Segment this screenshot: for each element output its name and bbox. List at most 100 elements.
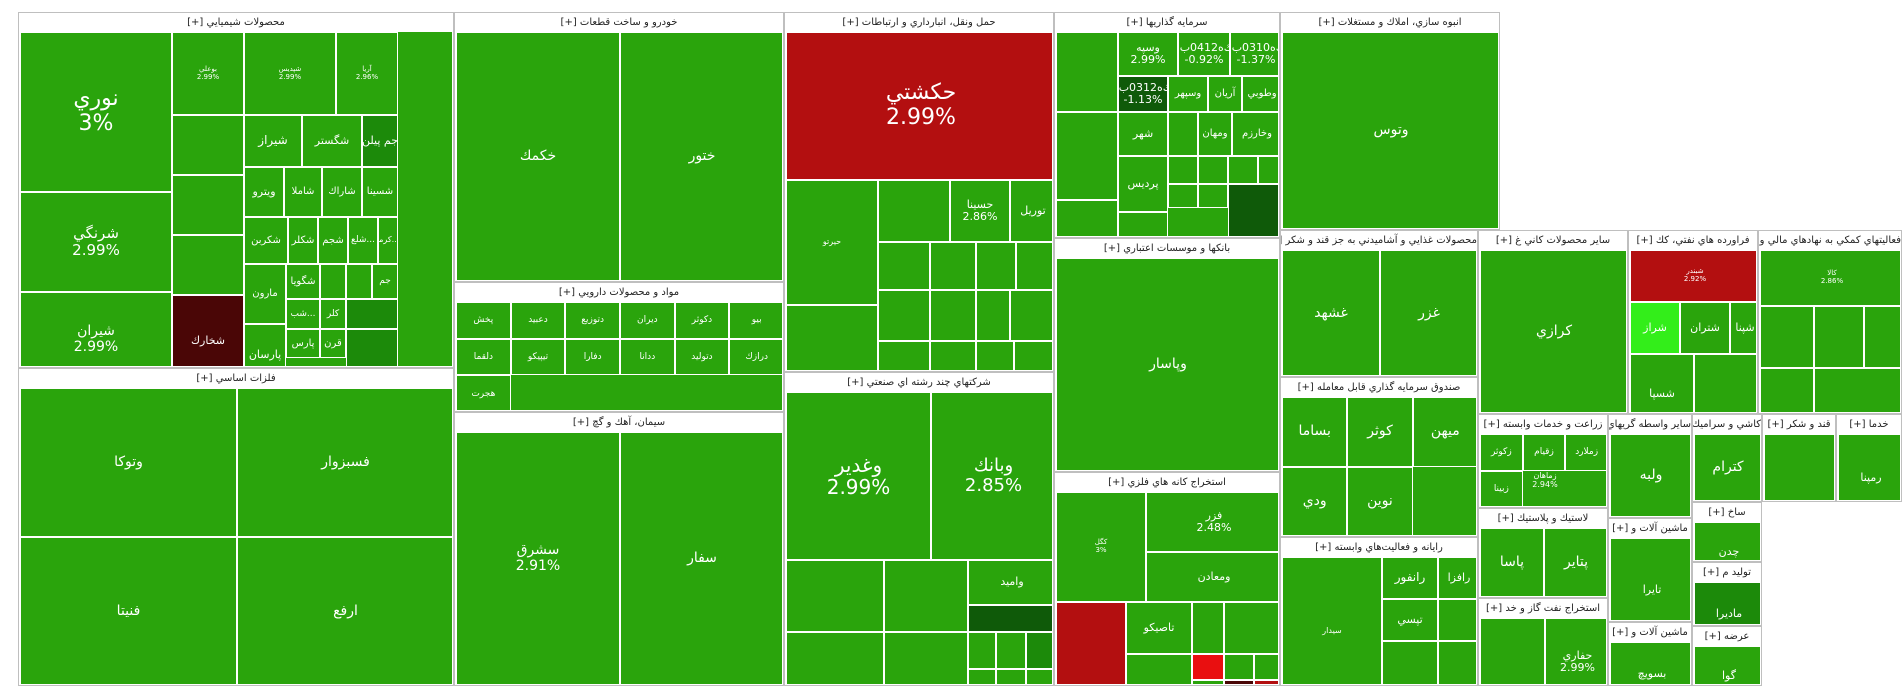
stock-tile[interactable]: شكلر [288, 217, 318, 264]
stock-tile[interactable]: شبندر 2.92% [1630, 250, 1756, 302]
stock-tile[interactable]: وبانك 2.85% [931, 392, 1052, 560]
stock-tile[interactable] [930, 290, 976, 341]
stock-tile[interactable]: وخارزم [1232, 112, 1278, 156]
sector-header[interactable]: خدما [+] [1837, 415, 1901, 434]
stock-tile[interactable]: حفاري 2.99% [1545, 618, 1606, 684]
stock-tile[interactable] [930, 242, 976, 290]
stock-tile[interactable]: شيران 2.99% [20, 292, 172, 366]
stock-tile[interactable] [1056, 112, 1118, 200]
stock-tile[interactable] [930, 341, 976, 370]
stock-tile[interactable]: واميد [968, 560, 1052, 605]
sector-header[interactable]: مواد و محصولات دارويي [+] [455, 283, 783, 302]
stock-tile[interactable]: ددانا [620, 338, 675, 376]
stock-tile[interactable]: شيراز [244, 115, 302, 167]
stock-tile[interactable]: پتاير [1544, 528, 1606, 596]
stock-tile[interactable] [1760, 368, 1814, 412]
stock-tile[interactable] [1224, 680, 1254, 684]
stock-tile[interactable] [1016, 242, 1052, 290]
stock-tile[interactable] [346, 264, 372, 299]
stock-tile[interactable]: بسويچ [1610, 642, 1690, 684]
stock-tile[interactable]: نوين [1347, 467, 1413, 535]
stock-tile[interactable]: وتوكا [20, 388, 237, 537]
stock-tile[interactable]: ودي [1282, 467, 1348, 535]
stock-tile[interactable]: كرما... [378, 217, 398, 264]
stock-tile[interactable]: ماديرا [1694, 582, 1760, 624]
stock-tile[interactable] [1438, 641, 1476, 684]
sector-header[interactable]: ساير واسطه گريهاي ما [+] [1609, 415, 1691, 434]
stock-tile[interactable]: شراز [1630, 302, 1680, 354]
sector-header[interactable]: استخراج نفت گاز و خد [+] [1479, 599, 1607, 618]
stock-tile[interactable] [1198, 156, 1228, 184]
stock-tile[interactable]: پارسان [244, 324, 286, 366]
stock-tile[interactable] [1118, 212, 1168, 236]
stock-tile[interactable]: حيرتو [786, 180, 878, 305]
stock-tile[interactable]: بساما [1282, 397, 1348, 467]
stock-tile[interactable]: دفارا [565, 338, 620, 376]
stock-tile[interactable]: رافزا [1438, 557, 1476, 599]
stock-tile[interactable]: زقيام [1522, 434, 1566, 471]
stock-tile[interactable] [1126, 654, 1192, 684]
sector-header[interactable]: فراورده هاي نفتي، كك [+] [1629, 231, 1757, 250]
stock-tile[interactable]: شاملا [284, 167, 322, 217]
stock-tile[interactable] [996, 632, 1026, 669]
stock-tile[interactable]: شگستر [302, 115, 362, 167]
stock-tile[interactable]: ختور [620, 32, 782, 280]
stock-tile[interactable] [1168, 112, 1198, 156]
stock-tile[interactable]: غزر [1380, 250, 1476, 375]
stock-tile[interactable] [172, 235, 244, 295]
stock-tile[interactable]: پخش [456, 302, 511, 339]
stock-tile[interactable]: جم پيلن [362, 115, 398, 167]
stock-tile[interactable] [976, 242, 1016, 290]
stock-tile[interactable] [346, 329, 398, 366]
stock-tile[interactable]: بيو [729, 302, 782, 339]
stock-tile[interactable] [786, 560, 884, 632]
stock-tile[interactable]: شگويا [286, 264, 320, 299]
stock-tile[interactable] [976, 341, 1014, 370]
stock-tile[interactable] [1760, 306, 1814, 368]
stock-tile[interactable]: سشرق 2.91% [456, 432, 620, 684]
stock-tile[interactable]: شلع... [348, 217, 378, 264]
stock-tile[interactable]: زكوثر [1480, 434, 1523, 471]
stock-tile[interactable]: دكوثر [674, 302, 730, 339]
stock-tile[interactable]: شرنگي 2.99% [20, 192, 172, 292]
sector-header[interactable]: فعاليتهاي كمكي به نهادهاي مالي واسط [+] [1759, 231, 1901, 250]
stock-tile[interactable]: فزر 2.48% [1146, 492, 1278, 552]
stock-tile[interactable]: سيدار [1282, 557, 1382, 684]
sector-header[interactable]: خودرو و ساخت قطعات [+] [455, 13, 783, 32]
sector-header[interactable]: توليد م [+] [1693, 563, 1761, 582]
stock-tile[interactable]: تاصيكو [1126, 602, 1192, 654]
stock-tile[interactable] [1814, 368, 1900, 412]
stock-tile[interactable] [976, 290, 1010, 341]
stock-tile[interactable]: شكربن [244, 217, 288, 264]
stock-tile[interactable]: قرن [320, 329, 346, 358]
sector-header[interactable]: سرمايه گذاريها [+] [1055, 13, 1279, 32]
stock-tile[interactable] [1480, 618, 1545, 684]
stock-tile[interactable]: سك‌ه0310ب04-1.37% [1230, 32, 1278, 76]
stock-tile[interactable] [968, 669, 996, 684]
stock-tile[interactable]: خكمك [456, 32, 620, 280]
stock-tile[interactable] [878, 242, 930, 290]
stock-tile[interactable] [884, 632, 968, 684]
stock-tile[interactable]: شخارك [172, 295, 244, 366]
stock-tile[interactable] [996, 669, 1026, 684]
stock-tile[interactable]: شتران [1680, 302, 1730, 354]
stock-tile[interactable]: ومعادن [1146, 552, 1278, 602]
sector-header[interactable]: سيمان، آهك و گچ [+] [455, 413, 783, 432]
stock-tile[interactable] [1192, 680, 1224, 684]
stock-tile[interactable] [1228, 156, 1258, 184]
sector-header[interactable]: محصولات غذايي و آشاميدني به جز قند و شكر… [1281, 231, 1477, 250]
stock-tile[interactable]: كلر [320, 299, 346, 329]
stock-tile[interactable]: زبينا [1480, 471, 1523, 506]
stock-tile[interactable] [968, 605, 1052, 632]
stock-tile[interactable]: ميهن [1412, 397, 1476, 467]
stock-tile[interactable]: وغدير 2.99% [786, 392, 931, 560]
stock-tile[interactable] [1026, 669, 1052, 684]
stock-tile[interactable] [172, 115, 244, 175]
stock-tile[interactable] [786, 632, 884, 684]
stock-tile[interactable]: درازك [729, 338, 782, 376]
sector-header[interactable]: عرضه [+] [1693, 627, 1761, 646]
stock-tile[interactable]: كالا 2.86% [1760, 250, 1900, 306]
stock-tile[interactable]: وسپهر [1168, 76, 1208, 112]
stock-tile[interactable]: سك‌ه0412ب03-0.92% [1178, 32, 1230, 76]
stock-tile[interactable]: زملارد [1565, 434, 1606, 471]
